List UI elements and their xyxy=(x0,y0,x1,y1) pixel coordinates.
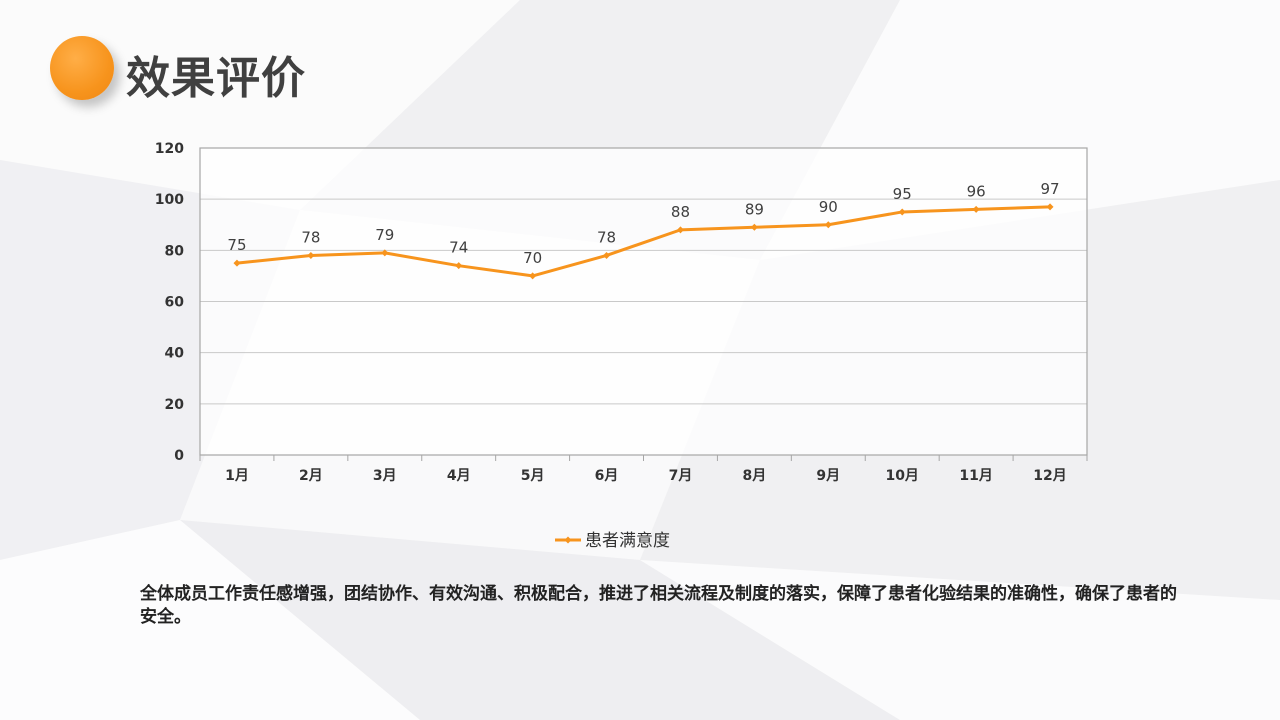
data-label: 75 xyxy=(227,236,246,254)
y-tick-label: 40 xyxy=(165,346,185,362)
data-point xyxy=(529,272,537,280)
x-tick-label: 11月 xyxy=(959,468,992,484)
page-title: 效果评价 xyxy=(126,53,306,104)
data-point xyxy=(824,221,832,229)
data-point xyxy=(750,223,758,231)
y-tick-label: 80 xyxy=(165,243,185,259)
x-tick-label: 7月 xyxy=(669,468,693,484)
data-label: 97 xyxy=(1040,180,1059,198)
data-point xyxy=(972,205,980,213)
data-label: 78 xyxy=(301,228,320,246)
y-tick-label: 20 xyxy=(165,397,185,413)
x-tick-label: 2月 xyxy=(299,468,323,484)
data-label: 79 xyxy=(375,226,394,244)
data-label: 90 xyxy=(819,198,838,216)
data-point xyxy=(603,251,611,259)
data-label: 96 xyxy=(967,182,986,200)
data-point xyxy=(1046,203,1054,211)
x-tick-label: 9月 xyxy=(816,468,840,484)
y-tick-label: 60 xyxy=(165,295,185,311)
series-line xyxy=(235,205,1052,278)
y-tick-label: 100 xyxy=(155,192,184,208)
data-label: 95 xyxy=(893,185,912,203)
data-label: 74 xyxy=(449,239,468,257)
x-tick-label: 5月 xyxy=(521,468,545,484)
x-tick-label: 8月 xyxy=(743,468,767,484)
summary-text: 全体成员工作责任感增强，团结协作、有效沟通、积极配合，推进了相关流程及制度的落实… xyxy=(140,584,1177,627)
data-point xyxy=(307,251,315,259)
data-label: 70 xyxy=(523,249,542,267)
x-tick-label: 12月 xyxy=(1033,468,1066,484)
data-point xyxy=(898,208,906,216)
data-point xyxy=(233,259,241,267)
x-tick-label: 4月 xyxy=(447,468,471,484)
legend-marker xyxy=(564,536,572,544)
x-tick-label: 1月 xyxy=(225,468,249,484)
data-label: 89 xyxy=(745,200,764,218)
data-point xyxy=(381,249,389,257)
title-bullet-circle xyxy=(50,36,114,100)
x-tick-label: 3月 xyxy=(373,468,397,484)
data-label: 88 xyxy=(671,203,690,221)
x-tick-label: 10月 xyxy=(885,468,918,484)
data-point xyxy=(676,226,684,234)
data-point xyxy=(455,262,463,270)
y-tick-label: 120 xyxy=(155,141,184,157)
legend-label: 患者满意度 xyxy=(585,531,670,551)
y-tick-label: 0 xyxy=(174,448,184,464)
x-tick-label: 6月 xyxy=(595,468,619,484)
data-label: 78 xyxy=(597,228,616,246)
